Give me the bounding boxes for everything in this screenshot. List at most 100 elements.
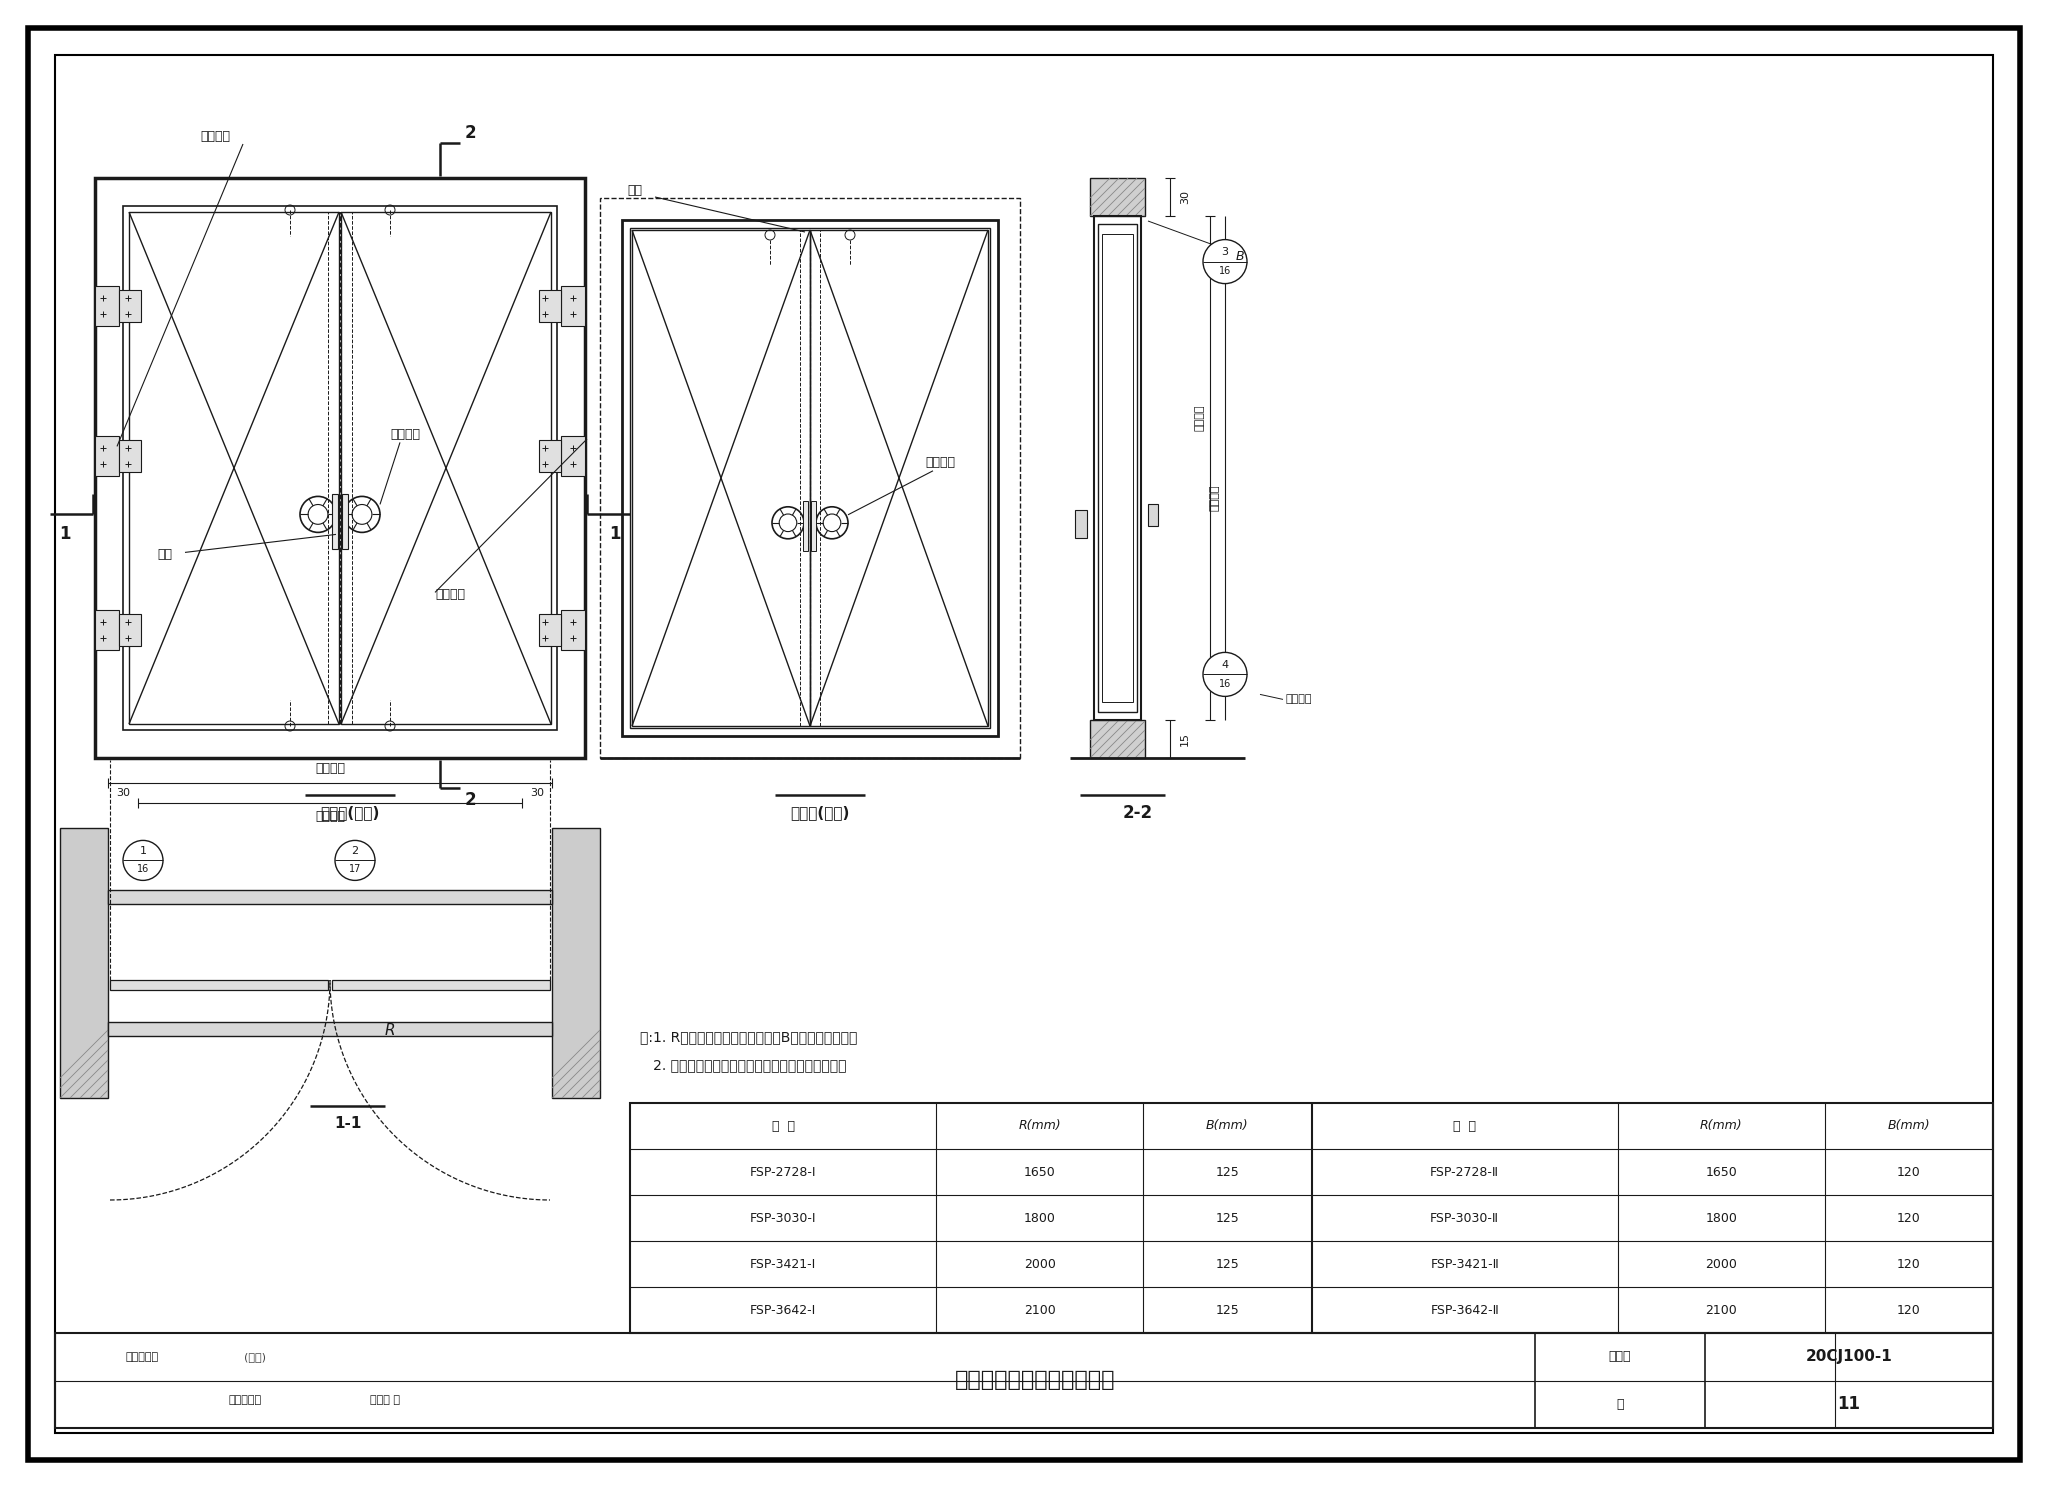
Bar	[561, 286, 586, 326]
Text: 3: 3	[1221, 247, 1229, 257]
Text: 1800: 1800	[1024, 1211, 1055, 1225]
Text: 审核李正刚: 审核李正刚	[125, 1351, 158, 1362]
Text: 门扇高度: 门扇高度	[1194, 405, 1204, 432]
Text: 2-2: 2-2	[1122, 804, 1153, 821]
Text: 闸锁机构: 闸锁机构	[389, 429, 420, 440]
Text: 钢质门框: 钢质门框	[434, 588, 465, 601]
Text: 图集号: 图集号	[1610, 1350, 1632, 1363]
Text: 30: 30	[530, 789, 545, 798]
Text: 室内标高: 室内标高	[1284, 695, 1311, 704]
Bar	[94, 436, 119, 476]
Bar	[119, 440, 141, 472]
Text: 2000: 2000	[1024, 1257, 1055, 1271]
Text: 通行宽度: 通行宽度	[315, 811, 344, 823]
Bar	[109, 890, 553, 903]
Text: 2: 2	[352, 847, 358, 857]
Text: 11: 11	[1837, 1396, 1860, 1414]
Bar	[633, 231, 811, 726]
Text: R(mm): R(mm)	[1700, 1119, 1743, 1132]
Bar	[1090, 179, 1145, 216]
Text: 125: 125	[1214, 1211, 1239, 1225]
Text: 2100: 2100	[1024, 1303, 1055, 1317]
Bar	[631, 1103, 1993, 1333]
Text: 125: 125	[1214, 1165, 1239, 1178]
Text: 2. 通行宽度和通行高度即为洞口宽度和洞口高度。: 2. 通行宽度和通行高度即为洞口宽度和洞口高度。	[639, 1058, 846, 1071]
Text: 闸锁机构: 闸锁机构	[926, 457, 954, 469]
Bar	[1149, 504, 1157, 525]
Bar	[109, 1022, 553, 1037]
Text: 4: 4	[1221, 659, 1229, 670]
Text: FSP-3642-Ⅰ: FSP-3642-Ⅰ	[750, 1303, 817, 1317]
Text: 2: 2	[465, 792, 475, 809]
Bar	[332, 494, 338, 549]
Text: 125: 125	[1214, 1257, 1239, 1271]
Circle shape	[1202, 652, 1247, 696]
Bar	[342, 494, 348, 549]
Bar	[94, 286, 119, 326]
Bar	[811, 231, 987, 726]
Bar	[94, 179, 586, 757]
Text: B(mm): B(mm)	[1206, 1119, 1249, 1132]
Text: 1: 1	[59, 525, 72, 543]
Bar	[811, 501, 815, 551]
Text: 30: 30	[117, 789, 129, 798]
Bar	[129, 211, 340, 725]
Bar	[553, 827, 600, 1098]
Bar	[59, 827, 109, 1098]
Text: 铰页机构: 铰页机构	[201, 129, 229, 143]
Text: 校对王志伟: 校对王志伟	[229, 1396, 262, 1406]
Bar	[55, 1333, 1993, 1428]
Text: 2: 2	[465, 124, 475, 141]
Bar	[1094, 216, 1141, 720]
Text: 拉手: 拉手	[158, 548, 172, 561]
Circle shape	[1202, 240, 1247, 284]
Text: 1-1: 1-1	[334, 1116, 362, 1131]
Text: 1800: 1800	[1706, 1211, 1737, 1225]
Text: 立面图(外视): 立面图(外视)	[791, 805, 850, 820]
Text: 17: 17	[348, 865, 360, 875]
Text: B: B	[1235, 250, 1245, 262]
Text: 立面图(内视): 立面图(内视)	[319, 805, 379, 820]
Text: 1: 1	[608, 525, 621, 543]
Text: 注:1. R为门扇开启时占用的空间，B为门扇最小厚度。: 注:1. R为门扇开启时占用的空间，B为门扇最小厚度。	[639, 1030, 858, 1045]
Text: (签名): (签名)	[244, 1351, 266, 1362]
Text: 锁钉: 锁钉	[627, 183, 643, 196]
Bar	[119, 290, 141, 321]
Bar	[539, 290, 561, 321]
Text: 设计洪 森: 设计洪 森	[371, 1396, 399, 1406]
Circle shape	[336, 841, 375, 881]
Bar	[342, 211, 551, 725]
Text: FSP-3421-Ⅰ: FSP-3421-Ⅰ	[750, 1257, 817, 1271]
Bar	[539, 440, 561, 472]
Text: 120: 120	[1896, 1211, 1921, 1225]
Text: 120: 120	[1896, 1257, 1921, 1271]
Text: 页: 页	[1616, 1397, 1624, 1411]
Text: 门扇宽度: 门扇宽度	[315, 762, 344, 774]
Text: 125: 125	[1214, 1303, 1239, 1317]
Bar	[1102, 234, 1133, 702]
Text: 1: 1	[139, 847, 147, 857]
Bar	[1075, 509, 1087, 537]
Text: 15: 15	[1180, 732, 1190, 745]
Bar	[561, 610, 586, 650]
Text: 120: 120	[1896, 1303, 1921, 1317]
Text: 30: 30	[1180, 190, 1190, 204]
Bar	[539, 615, 561, 646]
Text: FSP-3030-Ⅱ: FSP-3030-Ⅱ	[1430, 1211, 1499, 1225]
Text: 16: 16	[1219, 680, 1231, 689]
Text: 2100: 2100	[1706, 1303, 1737, 1317]
Text: 双扇平开预埋式隧道防护门: 双扇平开预埋式隧道防护门	[954, 1370, 1116, 1390]
Text: R: R	[385, 1024, 395, 1039]
Bar	[111, 981, 328, 990]
Text: 20CJ100-1: 20CJ100-1	[1806, 1350, 1892, 1364]
Bar	[119, 615, 141, 646]
Bar	[631, 228, 989, 728]
Text: 120: 120	[1896, 1165, 1921, 1178]
Text: FSP-3642-Ⅱ: FSP-3642-Ⅱ	[1430, 1303, 1499, 1317]
Bar	[332, 981, 551, 990]
Text: FSP-3421-Ⅱ: FSP-3421-Ⅱ	[1430, 1257, 1499, 1271]
Bar	[561, 436, 586, 476]
Text: 16: 16	[1219, 266, 1231, 277]
Bar	[1098, 225, 1137, 711]
Bar	[1090, 720, 1145, 757]
